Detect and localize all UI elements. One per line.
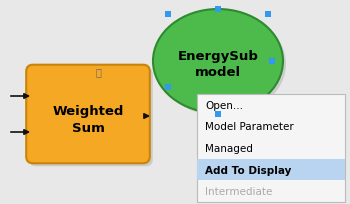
Ellipse shape (153, 10, 283, 113)
FancyBboxPatch shape (197, 94, 345, 202)
Text: Weighted
Sum: Weighted Sum (52, 105, 124, 134)
Text: Intermediate: Intermediate (205, 186, 272, 196)
Text: Model Parameter: Model Parameter (205, 122, 294, 132)
Text: Managed: Managed (205, 143, 253, 153)
FancyBboxPatch shape (197, 159, 345, 181)
Text: Open...: Open... (205, 100, 243, 110)
Text: 🔨: 🔨 (95, 67, 101, 77)
Text: EnergySub
model: EnergySub model (177, 50, 258, 79)
FancyBboxPatch shape (26, 65, 150, 163)
FancyBboxPatch shape (29, 68, 153, 166)
Ellipse shape (156, 13, 286, 116)
Text: Add To Display: Add To Display (205, 165, 291, 175)
